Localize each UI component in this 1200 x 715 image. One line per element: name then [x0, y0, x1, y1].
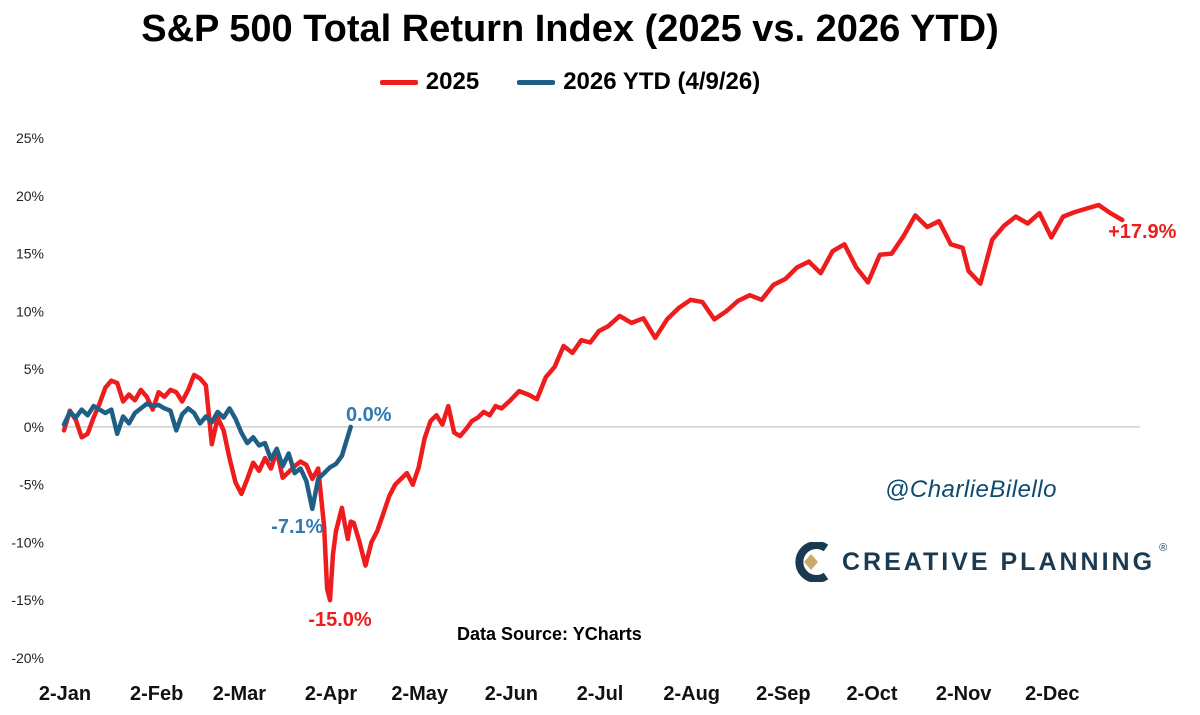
x-tick-label: 2-Feb [130, 683, 183, 705]
y-tick-label: 15% [16, 246, 44, 262]
y-tick-label: 10% [16, 303, 44, 319]
x-tick-label: 2-Jan [39, 683, 91, 705]
series-layer [61, 202, 1125, 603]
y-axis: 25% 20% 15% 10% 5% 0% -5% -10% -15% -20% [11, 130, 44, 666]
data-label: 0.0% [346, 404, 392, 426]
legend-label-2025: 2025 [425, 68, 480, 95]
y-tick-label: 25% [16, 130, 44, 146]
legend-swatch-2026 [517, 79, 556, 85]
x-tick-label: 2-Mar [213, 683, 267, 705]
data-label: -15.0% [308, 609, 372, 631]
y-tick-label: -5% [19, 477, 44, 493]
data-label: +17.9% [1108, 221, 1177, 243]
brand-name: CREATIVE PLANNING [842, 547, 1156, 576]
x-tick-label: 2-Jul [577, 683, 624, 705]
y-tick-label: -15% [11, 592, 44, 608]
creative-planning-logo-icon [795, 542, 829, 582]
data-label: -7.1% [271, 516, 323, 538]
series-line-2026 [61, 401, 353, 512]
registered-mark: ® [1159, 542, 1168, 554]
y-tick-label: -10% [11, 534, 44, 550]
author-handle: @CharlieBilello [885, 476, 1057, 503]
y-tick-label: -20% [11, 650, 44, 666]
chart-title: S&P 500 Total Return Index (2025 vs. 202… [141, 8, 999, 50]
legend: 2025 2026 YTD (4/9/26) [0, 68, 1140, 96]
data-source-note: Data Source: YCharts [457, 624, 642, 644]
x-tick-label: 2-Jun [485, 683, 538, 705]
annotation-layer: +17.9% -15.0% -7.1% 0.0% [271, 221, 1176, 631]
series-line-2025 [61, 202, 1125, 603]
y-tick-label: 0% [24, 419, 44, 435]
x-tick-label: 2-Oct [846, 683, 897, 705]
x-tick-label: 2-Aug [663, 683, 720, 705]
legend-item-2026: 2026 YTD (4/9/26) [517, 68, 760, 96]
x-tick-label: 2-Apr [305, 683, 357, 705]
x-axis: 2-Jan 2-Feb 2-Mar 2-Apr 2-May 2-Jun 2-Jul 2-Aug… [39, 683, 1080, 705]
x-tick-label: 2-May [391, 683, 449, 705]
legend-label-2026: 2026 YTD (4/9/26) [563, 68, 761, 95]
legend-item-2025: 2025 [379, 68, 480, 96]
y-tick-label: 20% [16, 188, 44, 204]
x-tick-label: 2-Nov [936, 683, 992, 705]
x-tick-label: 2-Dec [1025, 683, 1079, 705]
brand-logo: CREATIVE PLANNING ® [792, 542, 1167, 582]
x-tick-label: 2-Sep [756, 683, 810, 705]
y-tick-label: 5% [24, 361, 44, 377]
legend-swatch-2025 [379, 79, 418, 85]
